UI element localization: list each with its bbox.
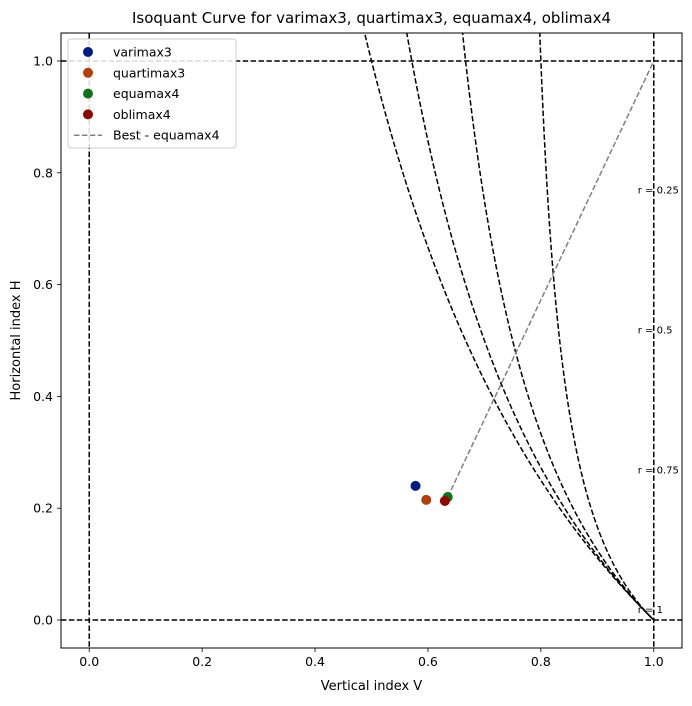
y-tick-label: 0.8: [33, 165, 53, 180]
isoquant-label-r-1: r = 1: [638, 605, 663, 616]
point-oblimax4: [439, 495, 450, 506]
x-tick-label: 0.6: [418, 654, 438, 669]
legend-label: oblimax4: [113, 107, 171, 122]
legend-label: equamax4: [113, 86, 179, 101]
x-tick-label: 0.4: [305, 654, 325, 669]
plot-frame: [60, 32, 683, 649]
y-axis-ticks: 0.0 0.2 0.4 0.6 0.8 1.0: [33, 53, 61, 628]
isoquant-curve-r-1: [363, 33, 655, 621]
isoquant-curve-r-0-5: [461, 33, 655, 621]
isoquant-label-r-0-25: r = 0.25: [638, 186, 679, 197]
legend-box: [67, 38, 237, 149]
x-tick-label: 0.0: [79, 654, 99, 669]
isoquant-label-r-0-5: r = 0.5: [638, 326, 673, 337]
x-tick-label: 0.8: [531, 654, 551, 669]
isoquant-labels: r = 0.25 r = 0.5 r = 0.75 r = 1: [638, 186, 679, 616]
x-axis-ticks: 0.0 0.2 0.4 0.6 0.8 1.0: [79, 648, 664, 669]
y-tick-label: 0.2: [33, 501, 53, 516]
isoquant-curve-r-0-25: [539, 33, 655, 621]
legend-label: quartimax3: [113, 65, 185, 80]
y-tick-label: 0.4: [33, 389, 53, 404]
isoquant-curve-r-0-75: [406, 33, 655, 621]
best-line: [447, 60, 655, 498]
point-quartimax3: [421, 494, 432, 505]
plot-content: [61, 33, 682, 648]
y-tick-label: 1.0: [33, 53, 53, 68]
y-tick-label: 0.0: [33, 613, 53, 628]
legend-marker-equamax4: [83, 88, 93, 99]
legend-label: varimax3: [113, 45, 172, 60]
legend-marker-quartimax3: [83, 67, 93, 78]
y-axis-label: Horizontal index H: [9, 281, 24, 401]
x-tick-label: 0.2: [192, 654, 212, 669]
legend-label: Best - equamax4: [113, 128, 220, 143]
x-tick-label: 1.0: [644, 654, 664, 669]
x-axis-label: Vertical index V: [321, 679, 422, 694]
point-varimax3: [410, 480, 421, 491]
legend-marker-varimax3: [83, 47, 93, 57]
legend-marker-oblimax4: [83, 109, 93, 120]
chart-title: Isoquant Curve for varimax3, quartimax3,…: [132, 9, 611, 27]
legend: varimax3 quartimax3 equamax4 oblimax4 Best -…: [67, 38, 237, 149]
y-tick-label: 0.6: [33, 277, 53, 292]
isoquant-label-r-0-75: r = 0.75: [638, 465, 679, 476]
